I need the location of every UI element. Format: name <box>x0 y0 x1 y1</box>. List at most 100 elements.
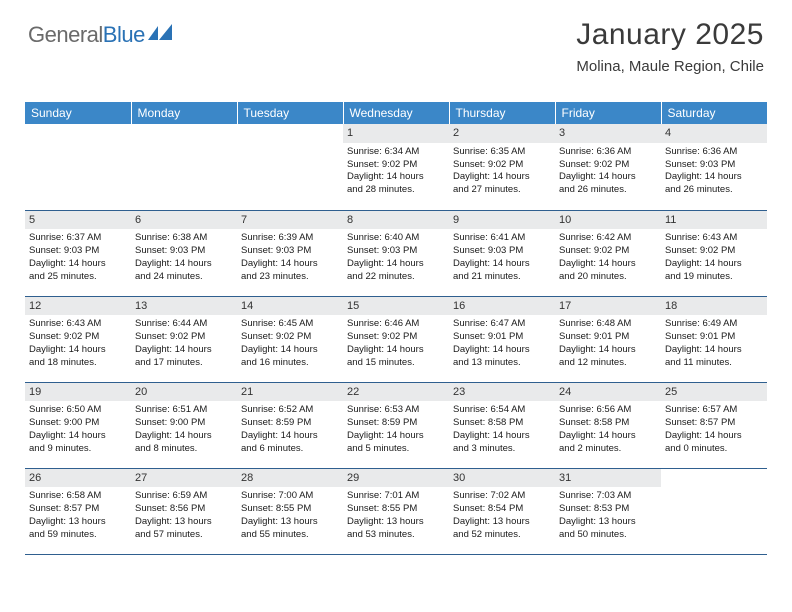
calendar-cell: 22 Sunrise: 6:53 AMSunset: 8:59 PMDayligh… <box>343 382 449 468</box>
sunset-text: Sunset: 9:03 PM <box>241 245 339 258</box>
day1-text: Daylight: 14 hours <box>559 430 657 443</box>
sunrise-text: Sunrise: 6:41 AM <box>453 232 551 245</box>
sunrise-text: Sunrise: 6:49 AM <box>665 318 763 331</box>
sunrise-text: Sunrise: 6:44 AM <box>135 318 233 331</box>
calendar-cell: 16Sunrise: 6:47 AMSunset: 9:01 PMDayligh… <box>449 296 555 382</box>
sunset-text: Sunset: 9:02 PM <box>241 331 339 344</box>
calendar-cell: 12Sunrise: 6:43 AMSunset: 9:02 PMDayligh… <box>25 296 131 382</box>
day2-text: and 21 minutes. <box>453 271 551 284</box>
day-number: 20 <box>131 383 237 402</box>
calendar-cell: 5Sunrise: 6:37 AMSunset: 9:03 PMDaylight… <box>25 210 131 296</box>
sunset-text: Sunset: 9:02 PM <box>665 245 763 258</box>
day-details: Sunrise: 7:02 AMSunset: 8:54 PMDaylight:… <box>453 490 551 541</box>
day-details: Sunrise: 6:44 AMSunset: 9:02 PMDaylight:… <box>135 318 233 369</box>
day1-text: Daylight: 14 hours <box>665 344 763 357</box>
sunset-text: Sunset: 9:02 PM <box>135 331 233 344</box>
day1-text: Daylight: 14 hours <box>665 171 763 184</box>
day-number: 27 <box>131 469 237 488</box>
day-details: Sunrise: 6:39 AMSunset: 9:03 PMDaylight:… <box>241 232 339 283</box>
calendar-cell: 15Sunrise: 6:46 AMSunset: 9:02 PMDayligh… <box>343 296 449 382</box>
calendar-week: 19Sunrise: 6:50 AMSunset: 9:00 PMDayligh… <box>25 382 767 468</box>
day1-text: Daylight: 14 hours <box>559 344 657 357</box>
calendar-cell: 26Sunrise: 6:58 AMSunset: 8:57 PMDayligh… <box>25 468 131 554</box>
day-number: 10 <box>555 211 661 230</box>
day-details: Sunrise: 6:34 AMSunset: 9:02 PMDaylight:… <box>347 146 445 197</box>
brand-part1: General <box>28 22 103 48</box>
sunset-text: Sunset: 8:54 PM <box>453 503 551 516</box>
day2-text: and 13 minutes. <box>453 357 551 370</box>
calendar-cell: 6Sunrise: 6:38 AMSunset: 9:03 PMDaylight… <box>131 210 237 296</box>
day1-text: Daylight: 14 hours <box>135 344 233 357</box>
day-details: Sunrise: 6:37 AMSunset: 9:03 PMDaylight:… <box>29 232 127 283</box>
day-header: Friday <box>555 102 661 124</box>
day1-text: Daylight: 14 hours <box>453 430 551 443</box>
day-details: Sunrise: 6:40 AMSunset: 9:03 PMDaylight:… <box>347 232 445 283</box>
calendar-cell: 4Sunrise: 6:36 AMSunset: 9:03 PMDaylight… <box>661 124 767 210</box>
day2-text: and 18 minutes. <box>29 357 127 370</box>
sunrise-text: Sunrise: 6:47 AM <box>453 318 551 331</box>
calendar-cell: 30Sunrise: 7:02 AMSunset: 8:54 PMDayligh… <box>449 468 555 554</box>
day-details: Sunrise: 6:51 AMSunset: 9:00 PMDaylight:… <box>135 404 233 455</box>
page-header: GeneralBlue January 2025 Molina, Maule R… <box>0 0 792 88</box>
sunset-text: Sunset: 9:03 PM <box>453 245 551 258</box>
sunrise-text: Sunrise: 6:43 AM <box>665 232 763 245</box>
day-details: Sunrise: 6:53 AMSunset: 8:59 PMDaylight:… <box>347 404 445 455</box>
day2-text: and 15 minutes. <box>347 357 445 370</box>
sunset-text: Sunset: 8:57 PM <box>665 417 763 430</box>
day1-text: Daylight: 13 hours <box>453 516 551 529</box>
day2-text: and 17 minutes. <box>135 357 233 370</box>
sunrise-text: Sunrise: 7:01 AM <box>347 490 445 503</box>
day-number: 22 <box>343 383 449 402</box>
day-header: Sunday <box>25 102 131 124</box>
sunset-text: Sunset: 9:01 PM <box>453 331 551 344</box>
sunset-text: Sunset: 9:02 PM <box>347 331 445 344</box>
sunset-text: Sunset: 9:00 PM <box>29 417 127 430</box>
sunset-text: Sunset: 8:59 PM <box>241 417 339 430</box>
day2-text: and 6 minutes. <box>241 443 339 456</box>
day-number: 9 <box>449 211 555 230</box>
day1-text: Daylight: 14 hours <box>29 430 127 443</box>
calendar-cell: 20 Sunrise: 6:51 AMSunset: 9:00 PMDayligh… <box>131 382 237 468</box>
calendar-cell: 2 Sunrise: 6:35 AMSunset: 9:02 PMDaylight… <box>449 124 555 210</box>
day-details: Sunrise: 6:57 AMSunset: 8:57 PMDaylight:… <box>665 404 763 455</box>
sunrise-text: Sunrise: 6:38 AM <box>135 232 233 245</box>
sunrise-text: Sunrise: 6:54 AM <box>453 404 551 417</box>
sunset-text: Sunset: 9:02 PM <box>347 159 445 172</box>
day1-text: Daylight: 14 hours <box>347 258 445 271</box>
day-details: Sunrise: 6:59 AMSunset: 8:56 PMDaylight:… <box>135 490 233 541</box>
day1-text: Daylight: 14 hours <box>665 430 763 443</box>
brand-logo: GeneralBlue <box>28 22 174 48</box>
day-number: 16 <box>449 297 555 316</box>
brand-part2: Blue <box>103 22 145 48</box>
calendar-cell: 1Sunrise: 6:34 AMSunset: 9:02 PMDaylight… <box>343 124 449 210</box>
day1-text: Daylight: 13 hours <box>29 516 127 529</box>
day-number: 19 <box>25 383 131 402</box>
day2-text: and 59 minutes. <box>29 529 127 542</box>
sunrise-text: Sunrise: 6:43 AM <box>29 318 127 331</box>
sunset-text: Sunset: 8:55 PM <box>347 503 445 516</box>
calendar-cell: 13Sunrise: 6:44 AMSunset: 9:02 PMDayligh… <box>131 296 237 382</box>
day2-text: and 52 minutes. <box>453 529 551 542</box>
day-number: 11 <box>661 211 767 230</box>
day-details: Sunrise: 6:41 AMSunset: 9:03 PMDaylight:… <box>453 232 551 283</box>
day-details: Sunrise: 6:42 AMSunset: 9:02 PMDaylight:… <box>559 232 657 283</box>
day-details: Sunrise: 6:43 AMSunset: 9:02 PMDaylight:… <box>665 232 763 283</box>
day1-text: Daylight: 14 hours <box>559 258 657 271</box>
day-number: 7 <box>237 211 343 230</box>
day1-text: Daylight: 14 hours <box>665 258 763 271</box>
day-number: 2 <box>449 124 555 143</box>
calendar-cell: 3Sunrise: 6:36 AMSunset: 9:02 PMDaylight… <box>555 124 661 210</box>
day2-text: and 20 minutes. <box>559 271 657 284</box>
day-number: 18 <box>661 297 767 316</box>
day2-text: and 28 minutes. <box>347 184 445 197</box>
day-details: Sunrise: 7:00 AMSunset: 8:55 PMDaylight:… <box>241 490 339 541</box>
day1-text: Daylight: 14 hours <box>347 430 445 443</box>
calendar-cell: . <box>131 124 237 210</box>
day-details: Sunrise: 6:35 AMSunset: 9:02 PMDaylight:… <box>453 146 551 197</box>
day-number: 17 <box>555 297 661 316</box>
day2-text: and 2 minutes. <box>559 443 657 456</box>
calendar-cell: 18Sunrise: 6:49 AMSunset: 9:01 PMDayligh… <box>661 296 767 382</box>
day2-text: and 5 minutes. <box>347 443 445 456</box>
sunrise-text: Sunrise: 6:34 AM <box>347 146 445 159</box>
day2-text: and 16 minutes. <box>241 357 339 370</box>
